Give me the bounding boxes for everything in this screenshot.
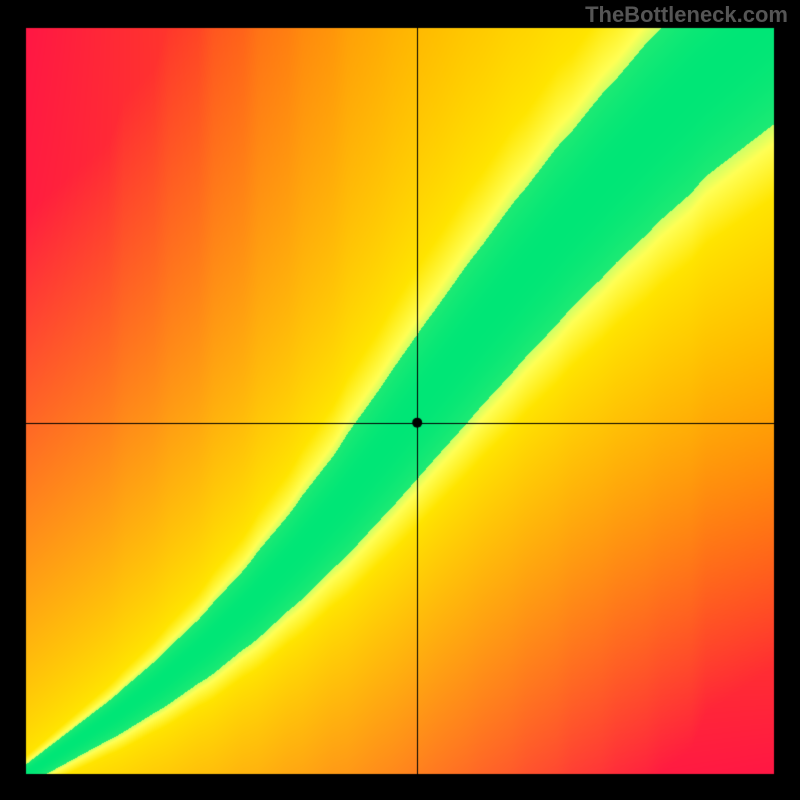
watermark-text: TheBottleneck.com [585,2,788,28]
bottleneck-heatmap [0,0,800,800]
